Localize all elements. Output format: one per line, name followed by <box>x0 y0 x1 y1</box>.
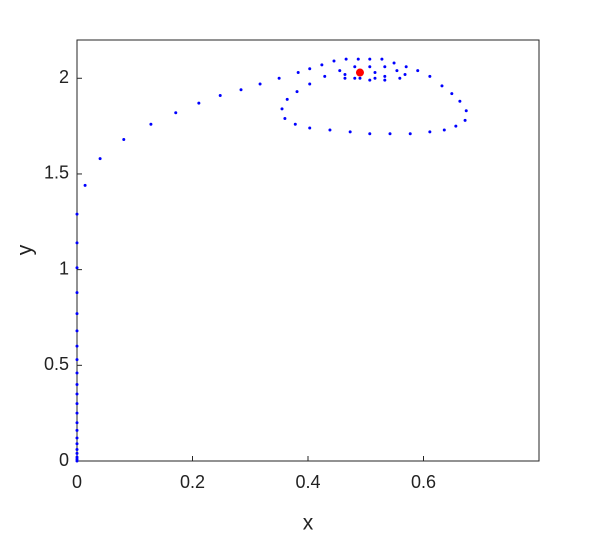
point <box>383 74 387 78</box>
point <box>356 57 360 61</box>
point <box>75 291 79 295</box>
point <box>403 72 407 76</box>
point <box>75 402 79 406</box>
point <box>358 76 362 80</box>
point <box>373 76 377 80</box>
point <box>388 132 392 136</box>
x-tick-label: 0 <box>72 472 82 492</box>
point <box>373 71 377 75</box>
point <box>368 132 372 136</box>
point <box>75 448 79 452</box>
x-tick-label: 0.6 <box>411 472 436 492</box>
point <box>440 84 444 88</box>
point <box>75 392 79 396</box>
point <box>83 183 87 187</box>
point <box>75 358 79 362</box>
x-tick-label: 0.4 <box>295 472 320 492</box>
point <box>75 428 79 432</box>
point <box>355 68 364 77</box>
point <box>442 128 446 132</box>
point <box>353 76 357 80</box>
point <box>75 421 79 425</box>
point <box>450 92 454 96</box>
point <box>75 212 79 216</box>
x-axis-label: x <box>303 512 314 535</box>
point <box>343 72 347 76</box>
point <box>328 128 332 132</box>
point <box>75 442 79 446</box>
point <box>295 90 299 94</box>
point <box>285 97 289 101</box>
point <box>308 67 312 71</box>
point <box>428 74 432 78</box>
point <box>75 241 79 245</box>
point <box>392 61 396 65</box>
plot-frame <box>76 39 540 462</box>
point <box>75 411 79 415</box>
point <box>383 65 387 69</box>
point <box>98 157 102 161</box>
point <box>239 88 243 92</box>
y-tick-label: 1.5 <box>44 163 69 183</box>
point <box>323 74 327 78</box>
point <box>368 78 372 82</box>
y-tick-label: 0.5 <box>44 354 69 374</box>
point <box>218 93 222 97</box>
point <box>398 76 402 80</box>
y-axis-label: y <box>14 244 37 255</box>
point <box>395 69 399 73</box>
point <box>308 82 312 86</box>
point <box>75 329 79 333</box>
point <box>368 57 372 61</box>
point <box>343 76 347 80</box>
y-tick-label: 2 <box>59 67 69 87</box>
point <box>197 101 201 105</box>
point <box>293 122 297 126</box>
point <box>75 266 79 270</box>
x-tick-label: 0.2 <box>180 472 205 492</box>
point <box>408 132 412 136</box>
point <box>277 76 281 80</box>
point <box>75 371 79 375</box>
point <box>258 82 262 86</box>
point <box>75 455 79 459</box>
point <box>344 57 348 61</box>
point <box>404 65 408 69</box>
point <box>458 99 462 103</box>
point <box>75 436 79 440</box>
point <box>75 382 79 386</box>
point <box>75 344 79 348</box>
point <box>428 130 432 134</box>
point <box>332 59 336 63</box>
point <box>416 69 420 73</box>
point <box>320 63 324 67</box>
point <box>368 65 372 69</box>
point <box>174 111 178 115</box>
point <box>454 124 458 128</box>
point <box>380 57 384 61</box>
point <box>280 107 284 111</box>
point <box>353 65 357 69</box>
point <box>464 109 468 113</box>
point <box>308 126 312 130</box>
point <box>463 118 467 122</box>
point <box>122 138 126 142</box>
point <box>149 122 153 126</box>
point <box>348 130 352 134</box>
point <box>75 451 79 455</box>
point <box>75 312 79 316</box>
y-tick-label: 0 <box>59 450 69 470</box>
point <box>296 71 300 75</box>
point <box>383 78 387 82</box>
y-tick-label: 1 <box>59 258 69 278</box>
point <box>338 69 342 73</box>
point <box>283 116 287 120</box>
